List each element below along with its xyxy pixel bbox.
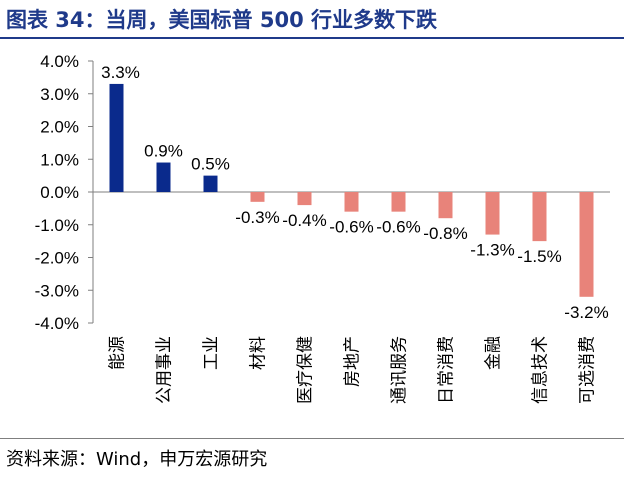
data-label: 0.5% [191, 155, 230, 174]
source-rule [0, 438, 624, 439]
bar [203, 175, 218, 192]
data-label: -0.6% [329, 218, 373, 237]
bar [485, 192, 500, 235]
y-tick-label: -2.0% [35, 249, 79, 268]
y-tick-label: 2.0% [40, 118, 79, 137]
data-label: -3.2% [564, 303, 608, 322]
category-label: 金融 [484, 336, 504, 370]
data-label: 0.9% [144, 142, 183, 161]
y-tick-label: 4.0% [40, 52, 79, 71]
bar [297, 192, 312, 206]
bar [109, 83, 124, 192]
bars [109, 83, 594, 297]
y-tick-label: 0.0% [40, 183, 79, 202]
category-label: 日常消费 [437, 336, 457, 404]
y-axis: 4.0% 3.0% 2.0% 1.0% 0.0% -1.0% -2.0% -3.0% -4.0% [35, 52, 610, 333]
bar [391, 192, 406, 212]
data-label: -0.4% [282, 211, 326, 230]
data-label: -1.3% [470, 241, 514, 260]
data-label: -0.6% [376, 218, 420, 237]
category-label: 可选消费 [578, 336, 598, 404]
y-tick-label: -4.0% [35, 314, 79, 333]
data-label: -1.5% [517, 247, 561, 266]
data-label: -0.8% [423, 224, 467, 243]
bar [156, 162, 171, 192]
category-labels: 能源 公用事业 工业 材料 医疗保健 房地产 通讯服务 日常消费 金融 信息技术 可选消费 [108, 336, 598, 404]
y-tick-label: 3.0% [40, 85, 79, 104]
category-label: 工业 [202, 336, 222, 370]
data-label: -0.3% [235, 208, 279, 227]
bar [438, 192, 453, 219]
bar [579, 192, 594, 297]
chart-title: 图表 34：当周，美国标普 500 行业多数下跌 [6, 8, 437, 32]
category-label: 信息技术 [531, 336, 551, 404]
category-label: 公用事业 [155, 336, 175, 404]
category-label: 通讯服务 [390, 336, 410, 404]
category-label: 房地产 [343, 336, 363, 387]
data-labels: 3.3%0.9%0.5%-0.3% -0.4% -0.6% -0.6% -0.8%-1.… [101, 63, 609, 322]
category-label: 能源 [108, 336, 128, 370]
title-rule [0, 37, 624, 39]
y-tick-label: -3.0% [35, 281, 79, 300]
bar-chart: 4.0% 3.0% 2.0% 1.0% 0.0% -1.0% -2.0% -3.0% -4.0%… [35, 52, 610, 404]
bar [344, 192, 359, 212]
category-label: 医疗保健 [296, 336, 316, 404]
y-tick-label: 1.0% [40, 150, 79, 169]
data-label: 3.3% [101, 63, 140, 82]
y-tick-label: -1.0% [35, 216, 79, 235]
source-note: 资料来源：Wind，申万宏源研究 [6, 449, 268, 470]
category-label: 材料 [249, 336, 269, 370]
bar [250, 192, 265, 202]
bar [532, 192, 547, 242]
